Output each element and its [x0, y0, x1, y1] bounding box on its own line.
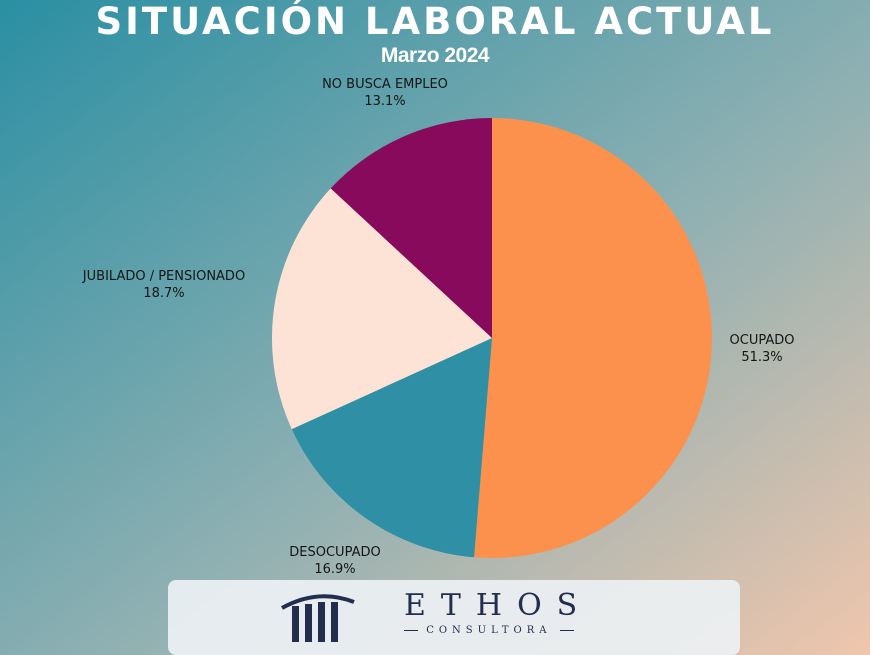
- slice-label-name: DESOCUPADO: [289, 545, 381, 560]
- logo-name: ETHOS: [404, 588, 593, 623]
- pie-slice-ocupado: [474, 118, 712, 558]
- slice-label: DESOCUPADO 16.9%: [215, 544, 455, 578]
- chart-title: SITUACIÓN LABORAL ACTUAL: [95, 0, 775, 43]
- pie-slice-jubilado-pensionado: [272, 188, 492, 430]
- logo-dash-right: [559, 630, 574, 631]
- slice-label: OCUPADO 51.3%: [642, 332, 870, 366]
- logo-tagline-row: CONSULTORA: [404, 625, 574, 636]
- slice-label: NO BUSCA EMPLEO 13.1%: [265, 76, 505, 110]
- slice-label-value: 18.7%: [143, 286, 185, 301]
- pie-slice-no-busca-empleo: [330, 118, 492, 338]
- logo-dash-left: [404, 630, 418, 631]
- slice-label-value: 13.1%: [364, 94, 406, 109]
- slice-label-name: OCUPADO: [729, 333, 795, 348]
- logo-tagline: CONSULTORA: [426, 625, 552, 636]
- chart-subtitle: Marzo 2024: [380, 44, 490, 67]
- slice-label: JUBILADO / PENSIONADO 18.7%: [44, 268, 284, 302]
- slice-label-value: 51.3%: [741, 350, 783, 365]
- slice-label-name: NO BUSCA EMPLEO: [322, 77, 448, 92]
- slice-label-name: JUBILADO / PENSIONADO: [82, 269, 246, 284]
- slice-label-value: 16.9%: [314, 562, 356, 577]
- pie-slice-desocupado: [291, 338, 492, 558]
- columns-logo-icon: [281, 594, 355, 642]
- logo-banner: ETHOS CONSULTORA: [168, 580, 740, 655]
